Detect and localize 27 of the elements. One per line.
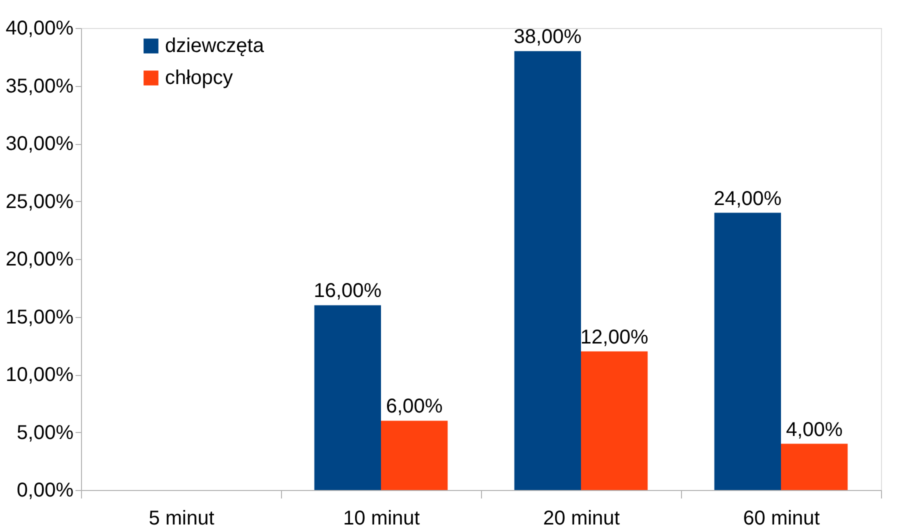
bar <box>314 305 381 490</box>
x-tick-label: 20 minut <box>543 508 620 529</box>
x-tick-label: 5 minut <box>148 508 215 529</box>
y-tick-label: 0,00% <box>16 480 74 502</box>
bar <box>714 212 781 490</box>
bar <box>581 351 648 490</box>
bar <box>514 51 581 490</box>
y-tick-label: 20,00% <box>6 248 74 270</box>
y-tick-label: 30,00% <box>6 133 74 155</box>
data-label: 12,00% <box>580 326 648 348</box>
y-tick-label: 25,00% <box>6 190 74 213</box>
legend-label: chłopcy <box>165 67 233 89</box>
legend-label: dziewczęta <box>165 35 265 57</box>
data-label: 4,00% <box>786 418 843 441</box>
y-tick-label: 10,00% <box>6 364 74 386</box>
x-tick-label: 10 minut <box>343 508 420 529</box>
data-label: 38,00% <box>514 26 582 48</box>
data-label: 24,00% <box>714 188 782 210</box>
y-tick-label: 15,00% <box>6 306 74 328</box>
bar <box>781 444 848 490</box>
data-label: 6,00% <box>386 396 443 418</box>
data-label: 16,00% <box>314 280 382 302</box>
y-tick-label: 40,00% <box>6 18 74 40</box>
x-tick-label: 60 minut <box>743 508 820 529</box>
bar <box>381 420 448 490</box>
y-tick-label: 35,00% <box>6 75 74 98</box>
y-tick-label: 5,00% <box>16 422 74 444</box>
